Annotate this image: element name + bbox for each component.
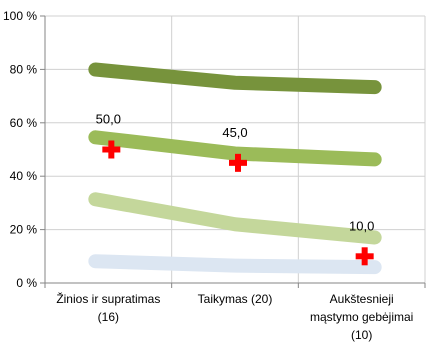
cross-marker: [229, 153, 247, 172]
y-tick-label: 80 %: [10, 62, 38, 76]
series-line-4: [88, 62, 382, 95]
y-tick-label: 100 %: [3, 9, 37, 23]
cross-marker-v: [235, 153, 241, 172]
series-line-2: [88, 192, 382, 245]
x-axis: Žinios ir supratimas (16) Taikymas (20) Auk…: [44, 282, 426, 342]
y-tick-label: 0 %: [16, 276, 37, 290]
y-tick-label: 40 %: [10, 169, 38, 183]
y-tick-label: 20 %: [10, 223, 38, 237]
data-label: 45,0: [222, 125, 247, 140]
y-tick-label: 60 %: [10, 116, 38, 130]
cross-marker: [102, 140, 121, 159]
cross-marker-v: [361, 247, 368, 266]
series-lines: [88, 62, 382, 275]
series-markers: 50,0 45,0 10,0: [96, 112, 374, 266]
x-tick-label: Taikymas (20): [198, 292, 273, 306]
data-label: 10,0: [349, 218, 374, 233]
cross-marker-v: [108, 140, 115, 159]
x-tick-label: Aukštesnieji mąstymo gebėjimai (10): [310, 292, 413, 342]
series-line-1: [88, 254, 382, 275]
data-label: 50,0: [96, 112, 121, 127]
cross-marker: [355, 247, 374, 266]
x-tick-label: Žinios ir supratimas (16): [56, 291, 160, 324]
series-line-3: [88, 130, 382, 167]
y-axis: 0 % 20 % 40 % 60 % 80 % 100 %: [3, 9, 46, 290]
